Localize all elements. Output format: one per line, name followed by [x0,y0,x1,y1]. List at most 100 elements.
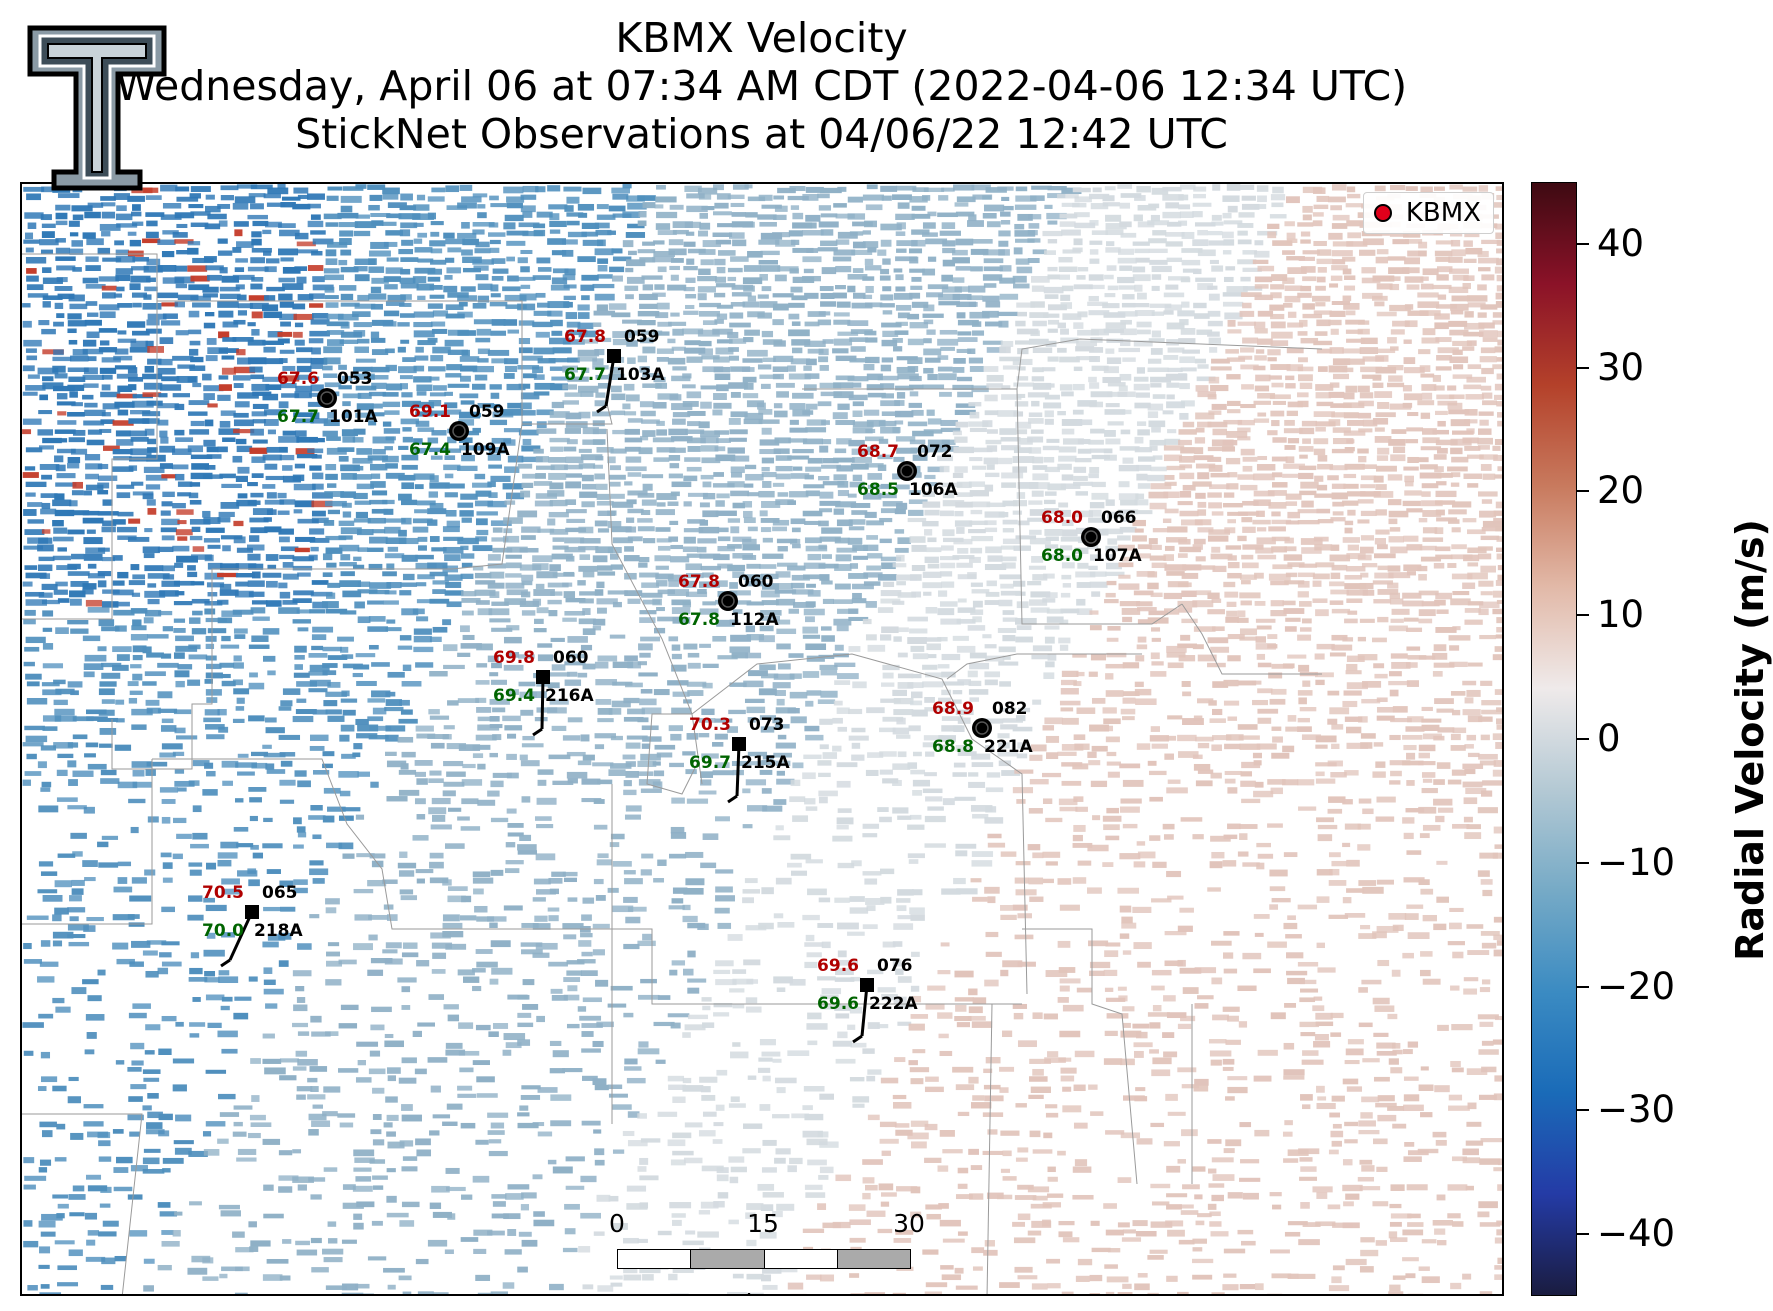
wind-barb-flag [596,404,607,414]
station-dewpoint: 69.6 [817,994,859,1014]
county-boundary [22,254,158,620]
colorbar-tick-label: −20 [1597,964,1676,1008]
station-id: 073 [749,715,785,735]
wind-barb [735,743,741,797]
chart-title: KBMX Velocity Wednesday, April 06 at 07:… [0,14,1523,158]
colorbar-tick-label: 10 [1597,593,1645,637]
station-circle-ring [452,424,466,438]
colorbar-tick-label: −40 [1597,1212,1676,1256]
station-square-marker [732,737,746,751]
station-circle-marker [1081,527,1101,547]
wind-barb [540,676,545,730]
station-temperature: 69.1 [409,402,451,422]
station-name: 218A [254,921,303,941]
county-boundary [691,653,1028,995]
station-dewpoint: 67.8 [678,610,720,630]
county-boundary [606,428,703,785]
station-square-marker [536,670,550,684]
station-circle-marker [897,461,917,481]
station-101A: 67.6 053 67.7 101A [277,369,378,427]
station-temperature: 68.0 [1041,508,1083,528]
station-109A: 69.1 059 67.4 109A [409,402,510,460]
station-id: 060 [553,648,589,668]
colorbar-tick-mark [1577,366,1589,369]
colorbar-tick-mark [1577,861,1589,864]
station-square-marker [860,978,874,992]
station-name: 112A [730,610,779,630]
county-boundary [22,1113,143,1294]
station-id: 066 [1101,508,1137,528]
colorbar-title: Radial Velocity (m/s) [1728,519,1772,961]
station-dewpoint: 67.4 [409,440,451,460]
wind-barb [860,984,869,1037]
colorbar [1531,182,1577,1296]
county-boundary [612,928,1022,1005]
title-line-3: StickNet Observations at 04/06/22 12:42 … [295,110,1228,158]
station-dewpoint: 68.8 [932,737,974,757]
colorbar-tick-mark [1577,1109,1589,1112]
station-temperature: 67.8 [564,327,606,347]
station-circle-ring [721,594,735,608]
station-222A: 69.6 076 69.6 222A [817,956,918,1044]
county-boundary [152,758,612,930]
station-dewpoint: 70.0 [202,921,244,941]
county-boundary [22,759,153,925]
station-name: 103A [616,365,665,385]
wind-barb-flag [727,794,738,804]
county-boundary [1181,603,1322,675]
scale-label-30: 30 [893,1209,925,1238]
station-id: 060 [738,572,774,592]
scale-label-0: 0 [609,1209,625,1238]
colorbar-tick-label: 30 [1597,345,1645,389]
colorbar-tick-label: 40 [1597,221,1645,265]
station-dewpoint: 67.7 [564,365,606,385]
station-106A: 68.7 072 68.5 106A [857,442,958,500]
station-id: 076 [877,956,913,976]
scale-bar-segments [617,1249,911,1269]
station-name: 221A [984,737,1033,757]
station-218A: 70.5 065 70.0 218A [202,883,303,968]
station-temperature: 67.8 [678,572,720,592]
station-name: 101A [329,407,378,427]
station-216A: 69.8 060 69.4 216A [493,648,594,737]
station-id: 082 [992,699,1028,719]
scale-label-15: 15 [747,1209,779,1238]
station-temperature: 68.7 [857,442,899,462]
wind-barb-flag [532,727,543,737]
station-name: 106A [909,480,958,500]
station-circle-marker [972,718,992,738]
station-dewpoint: 68.0 [1041,546,1083,566]
colorbar-tick-label: −10 [1597,840,1676,884]
station-temperature: 68.9 [932,699,974,719]
colorbar-tick-mark [1577,614,1589,617]
colorbar-tick-label: −30 [1597,1088,1676,1132]
station-circle-ring [320,391,334,405]
station-circle-marker [317,388,337,408]
wind-barb-flag [852,1034,863,1044]
station-112A: 67.8 060 67.8 112A [678,572,779,630]
colorbar-tick-label: 20 [1597,469,1645,513]
double-t-logo [27,25,167,191]
station-id: 065 [262,883,298,903]
station-square-marker [245,905,259,919]
station-circle-ring [975,721,989,735]
station-name: 107A [1093,546,1142,566]
station-dewpoint: 67.7 [277,407,319,427]
station-temperature: 70.5 [202,883,244,903]
station-id: 059 [469,402,505,422]
station-circle-marker [718,591,738,611]
wind-barb [604,355,616,407]
county-boundary [802,338,1323,390]
station-103A: 67.8 059 67.7 103A [564,327,665,414]
colorbar-tick-mark [1577,1233,1589,1236]
station-name: 222A [869,994,918,1014]
legend-label: KBMX [1405,198,1481,228]
colorbar-tick-mark [1577,242,1589,245]
velocity-speckles [22,184,1502,1294]
scale-bar: 0 15 30 km [609,1209,925,1294]
station-name: 215A [741,753,790,773]
colorbar-tick-mark [1577,490,1589,493]
station-circle-ring [1084,530,1098,544]
station-215A: 70.3 073 69.7 215A [689,715,790,804]
